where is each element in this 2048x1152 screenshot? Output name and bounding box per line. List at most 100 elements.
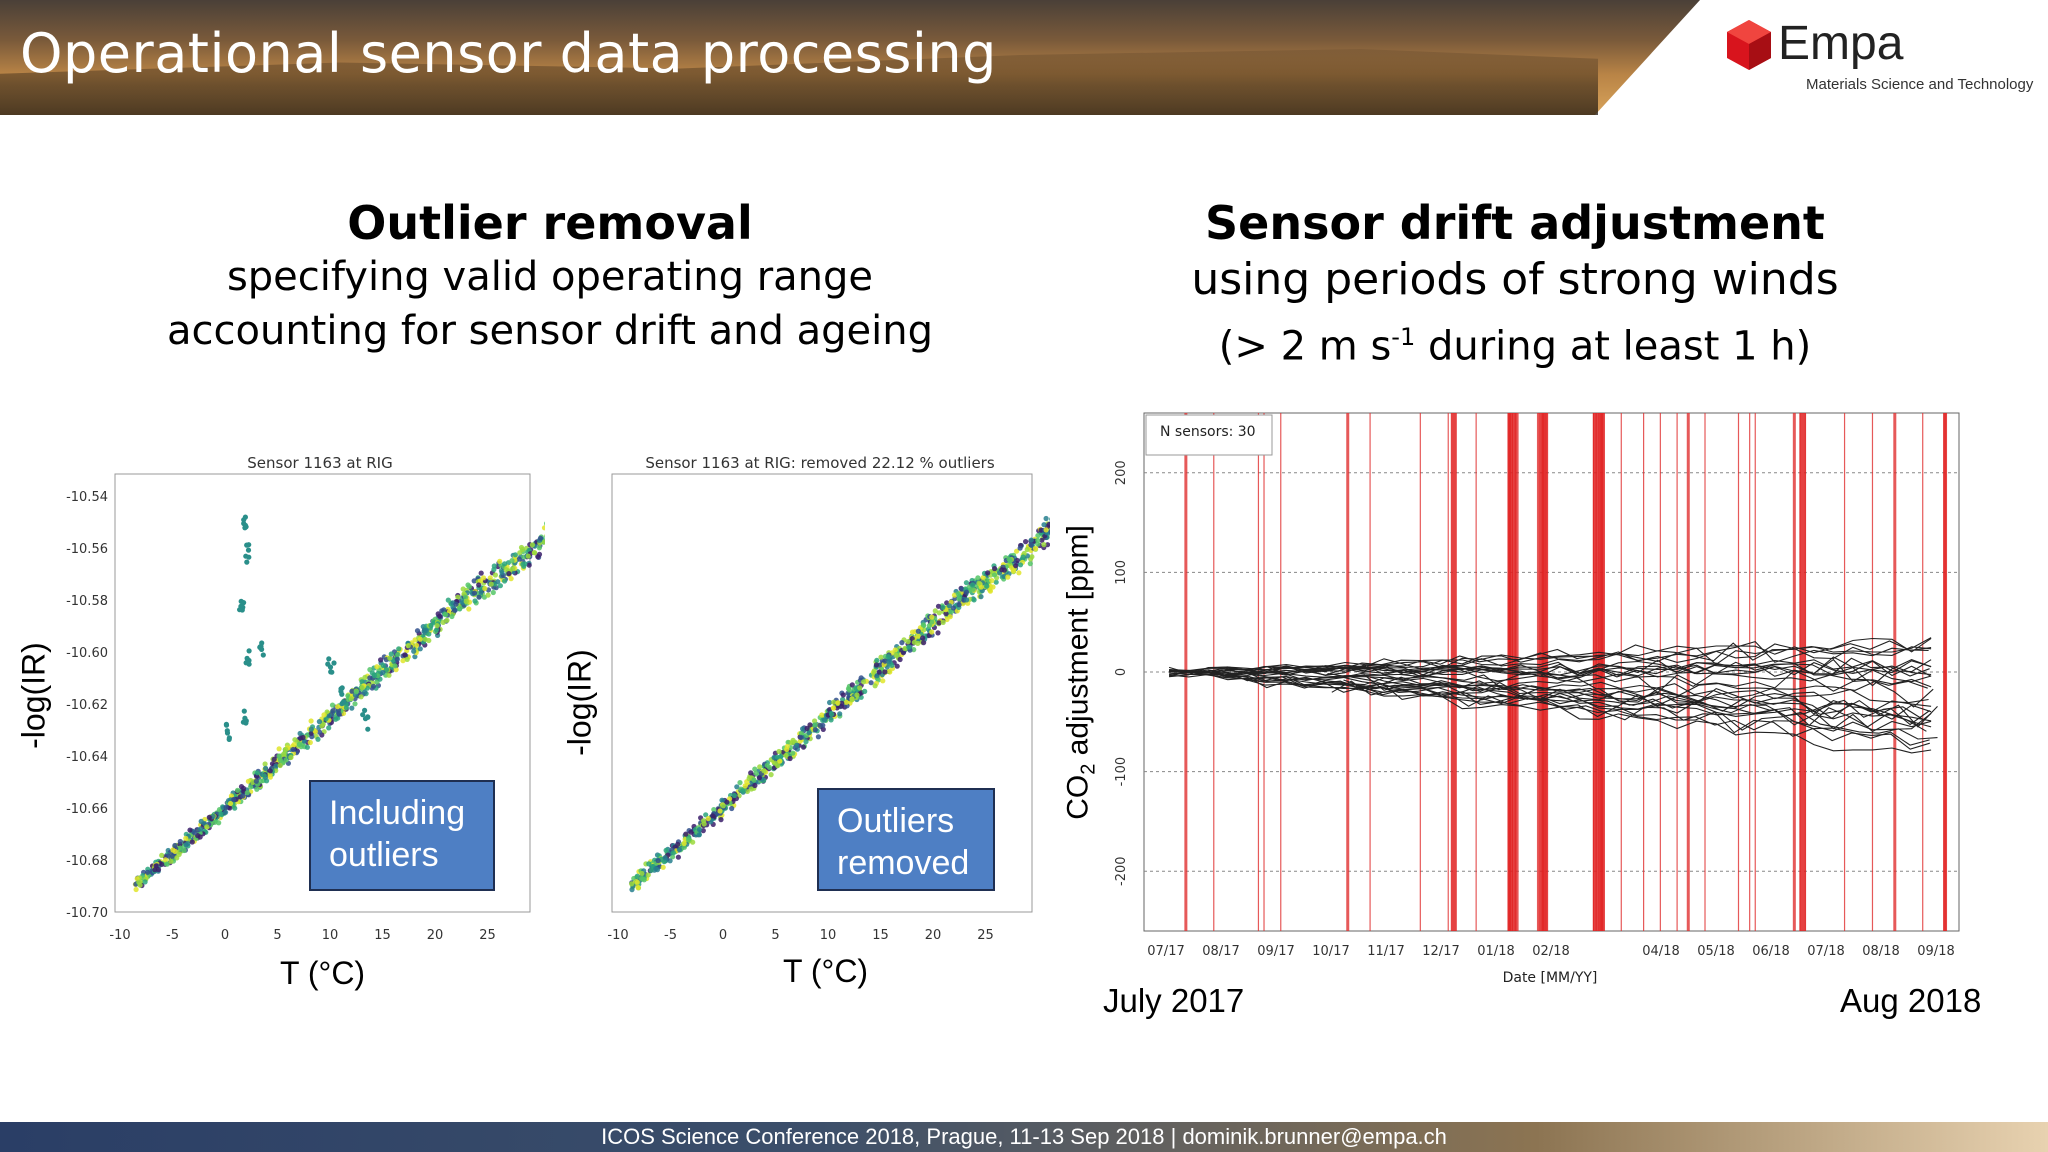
data-point: [849, 697, 855, 703]
data-point: [315, 736, 321, 742]
data-point: [353, 689, 359, 695]
outlier-point: [360, 712, 366, 718]
data-point: [828, 717, 834, 723]
data-point: [964, 597, 970, 603]
outlier-point: [327, 664, 334, 670]
data-point: [868, 680, 874, 686]
data-point: [820, 726, 826, 732]
data-point: [443, 612, 449, 618]
data-point: [374, 664, 380, 670]
data-point: [676, 847, 683, 853]
right-line-2-pre: (> 2 m s: [1218, 323, 1392, 370]
data-point: [660, 864, 666, 870]
chart3-x-tick: 07/17: [1147, 944, 1184, 959]
data-point: [849, 682, 855, 688]
chart3-legend: N sensors: 30: [1160, 424, 1256, 440]
outlier-point: [365, 726, 371, 732]
data-point: [947, 614, 953, 620]
data-point: [1027, 561, 1033, 567]
data-point: [959, 586, 965, 592]
data-point: [428, 622, 434, 629]
data-point: [1020, 554, 1026, 560]
data-point: [499, 569, 505, 576]
data-point: [352, 701, 358, 707]
data-point: [164, 861, 170, 867]
data-point: [488, 581, 494, 587]
data-point: [711, 807, 717, 813]
data-point: [463, 598, 469, 605]
data-point: [1032, 545, 1039, 551]
data-point: [935, 630, 941, 636]
outlier-point: [341, 699, 347, 705]
data-point: [189, 839, 195, 845]
chart2-x-tick: 15: [872, 928, 889, 943]
chart3-x-tick: 08/18: [1862, 944, 1899, 959]
data-point: [261, 773, 267, 779]
data-point: [926, 623, 932, 629]
data-point: [240, 793, 246, 799]
data-point: [434, 627, 440, 633]
chart1-x-tick: 25: [479, 928, 496, 943]
data-point: [1001, 567, 1007, 573]
header-banner: Operational sensor data processing: [0, 0, 2048, 115]
data-point: [277, 762, 283, 769]
data-point: [263, 765, 269, 771]
sensor-series-line: [1343, 679, 1931, 726]
data-point: [731, 792, 737, 799]
data-point: [975, 575, 981, 581]
data-point: [963, 580, 969, 586]
data-point: [724, 799, 730, 805]
data-point: [772, 760, 778, 766]
chart1-x-ticks: -10 -5 0 5 10 15 20 25: [109, 928, 495, 943]
chart1-y-tick: -10.66: [66, 802, 108, 817]
chart3-x-ticks: 07/17 08/17 09/17 10/17 11/17 12/17 01/18 02/18…: [1147, 944, 1954, 959]
data-point: [929, 629, 935, 635]
chart1-title: Sensor 1163 at RIG: [247, 454, 392, 472]
data-point: [392, 663, 398, 669]
data-point: [1014, 557, 1020, 564]
chart2-y-label: -log(IR): [561, 649, 598, 756]
outlier-point: [226, 736, 232, 742]
data-point: [906, 644, 912, 650]
sensor-series-line: [1169, 672, 1932, 754]
chart3-x-tick: 12/17: [1422, 944, 1459, 959]
date-start-label: July 2017: [1103, 982, 1245, 1019]
left-heading: Outlier removal specifying valid operati…: [100, 196, 1000, 358]
data-point: [417, 646, 423, 652]
data-point: [544, 521, 545, 526]
chart3-grid: [1144, 472, 1959, 872]
data-point: [696, 827, 703, 833]
data-point: [296, 741, 302, 748]
data-point: [662, 855, 668, 861]
data-point: [411, 648, 417, 654]
data-point: [349, 688, 355, 694]
chart3-y-tick: -200: [1114, 856, 1129, 886]
chart1-y-tick: -10.54: [66, 490, 108, 505]
data-point: [980, 575, 986, 581]
data-point: [537, 535, 544, 541]
chart2-x-tick: -10: [607, 928, 628, 943]
data-point: [394, 656, 400, 662]
data-point: [843, 699, 849, 705]
chart3-y-label-sub: 2: [1077, 763, 1100, 775]
data-point: [380, 662, 386, 669]
chart3-x-tick: 09/17: [1257, 944, 1294, 959]
data-point: [812, 727, 818, 733]
data-point: [835, 700, 841, 706]
data-point: [717, 808, 723, 814]
data-point: [477, 578, 484, 584]
chart3-y-tick: 0: [1114, 668, 1129, 676]
data-point: [815, 734, 821, 740]
sensor-series-line: [1169, 669, 1932, 694]
data-point: [1006, 556, 1012, 562]
data-point: [751, 777, 757, 783]
chart2-x-tick: 0: [719, 928, 727, 943]
chart2-x-ticks: -10 -5 0 5 10 15 20 25: [607, 928, 993, 943]
data-point: [646, 861, 652, 867]
data-point: [276, 746, 282, 752]
data-point: [807, 722, 813, 728]
data-point: [976, 580, 982, 586]
wind-period-band: [1592, 413, 1605, 931]
data-point: [940, 619, 946, 625]
data-point: [1041, 522, 1047, 528]
